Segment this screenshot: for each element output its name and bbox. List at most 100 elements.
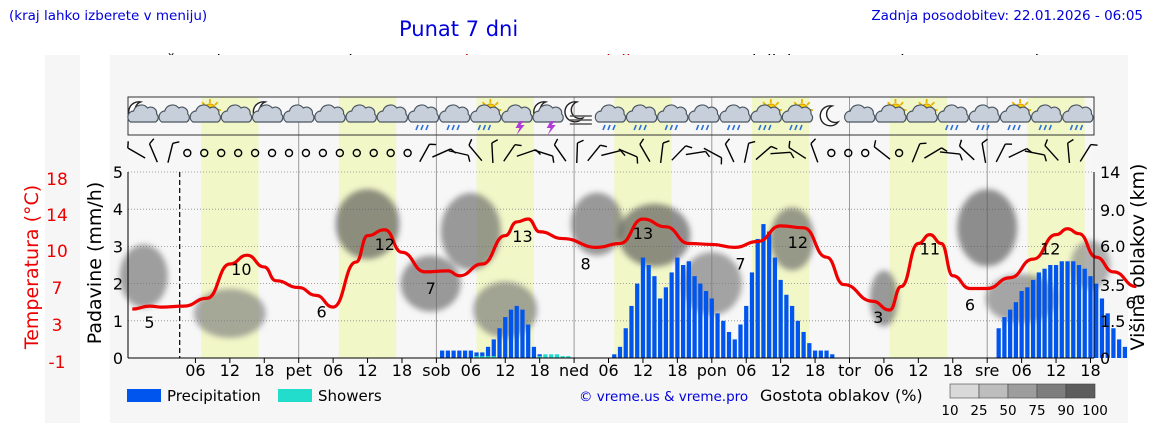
- x-tick-label: 18: [805, 361, 825, 380]
- cloud-density-swatch: [1007, 383, 1038, 399]
- location-hint[interactable]: (kraj lahko izberete v meniju): [9, 8, 208, 24]
- cloud-rain-icon: [688, 104, 720, 131]
- cloud-rain-icon: [594, 104, 627, 131]
- precipitation-bar: [652, 276, 657, 358]
- wind-staff: [491, 142, 494, 164]
- wind-staff: [127, 147, 146, 159]
- precipitation-bar: [744, 305, 749, 358]
- cloud-icon: [376, 104, 408, 123]
- wind-barb: [468, 138, 483, 162]
- shower-bar: [554, 354, 560, 358]
- precipitation-bar: [1036, 272, 1041, 358]
- rain-drop: [425, 124, 429, 131]
- precipitation-tick: 0: [113, 349, 123, 368]
- wind-staff: [1079, 144, 1092, 162]
- cloud-height-tick: 9.0: [1100, 201, 1125, 220]
- temperature-label: 3: [873, 308, 883, 327]
- sun-cloud-icon: [189, 99, 222, 123]
- wind-barb: [127, 141, 146, 159]
- wind-barb: [873, 140, 891, 160]
- wind-feather: [467, 155, 471, 162]
- wind-barb: [995, 143, 1013, 163]
- cloud-density-title: Gostota oblakov (%): [760, 386, 923, 405]
- cloud-shape: [438, 104, 471, 123]
- wind-feather: [636, 156, 639, 164]
- wind-barb: [148, 138, 158, 163]
- wind-barb: [1024, 150, 1047, 162]
- cloud-density: [119, 189, 1111, 338]
- rain-drop: [695, 124, 700, 131]
- cloud-shape: [220, 104, 253, 123]
- rain-drop: [607, 124, 611, 131]
- precipitation-bar: [612, 354, 617, 358]
- precipitation-bar: [669, 272, 674, 358]
- temperature-label: 6: [317, 302, 327, 321]
- sun-rain-icon: [999, 99, 1032, 131]
- x-tick-label: 18: [943, 361, 963, 380]
- wind-calm: [250, 148, 260, 158]
- shower-bar: [560, 356, 565, 358]
- wind-staff: [743, 143, 750, 163]
- cloud-shape: [937, 104, 969, 123]
- precipitation-bar: [715, 313, 720, 358]
- rain-drop: [482, 124, 487, 131]
- cloud-shape: [688, 104, 720, 123]
- cloud-icon: [844, 104, 876, 123]
- wind-feather: [600, 144, 608, 148]
- rain-drop: [1074, 124, 1079, 131]
- cloud-density-blob: [869, 270, 898, 327]
- wind-feather: [748, 140, 756, 144]
- cloud-shape: [314, 104, 346, 123]
- precipitation-bar: [514, 305, 519, 358]
- wind-barb: [1067, 138, 1074, 164]
- precipitation-bar: [485, 346, 491, 358]
- lightning-bolt: [546, 121, 556, 135]
- precipitation-bar: [790, 305, 795, 358]
- x-tick-label: 18: [1080, 361, 1100, 380]
- rain-drop: [789, 124, 793, 131]
- x-tick-label: 06: [185, 361, 205, 380]
- x-tick-label: 12: [770, 361, 790, 380]
- rain-drop: [986, 124, 990, 131]
- precipitation-legend-label: Precipitation: [167, 387, 261, 405]
- wind-calm: [267, 148, 277, 158]
- temperature-tick: 3: [52, 316, 63, 336]
- wind-calm: [301, 148, 311, 158]
- precipitation-bar: [491, 339, 496, 358]
- wind-calm: [403, 148, 412, 158]
- wind-staff: [873, 146, 891, 160]
- x-tick-label: pon: [697, 361, 727, 380]
- wind-feather: [148, 138, 155, 145]
- sun-ray: [494, 101, 499, 106]
- rain-drop: [1012, 124, 1016, 131]
- wind-feather: [553, 138, 559, 146]
- precipitation-bar: [1042, 268, 1047, 358]
- precipitation-bar: [709, 298, 714, 358]
- temperature-label: 12: [788, 233, 808, 252]
- cloud-density-blob: [618, 203, 691, 267]
- wind-staff: [618, 148, 638, 158]
- x-tick-label: 06: [874, 361, 894, 380]
- precipitation-bar: [451, 350, 456, 358]
- precipitation-bar: [503, 317, 508, 358]
- rain-drop: [638, 124, 642, 131]
- wind-staff: [911, 143, 921, 163]
- x-tick-label: 12: [357, 361, 377, 380]
- wind-calm: [284, 148, 294, 158]
- x-tick-label: 06: [1011, 361, 1031, 380]
- precipitation-bar: [1099, 298, 1105, 358]
- cloud-density-blob: [957, 189, 1018, 267]
- wind-barb: [448, 150, 471, 162]
- wind-barb: [639, 138, 651, 163]
- precipitation-bars: [440, 224, 1128, 358]
- temperature-tick: 10: [46, 242, 68, 262]
- wind-staff: [755, 145, 772, 161]
- precipitation-bar: [508, 309, 514, 358]
- sun-rain-icon: [781, 99, 814, 131]
- cloud-density-level: 75: [1028, 403, 1045, 419]
- precipitation-bar: [497, 328, 502, 358]
- cloud-density-level: 50: [999, 403, 1016, 419]
- cloud-shape: [470, 104, 502, 123]
- cloud-density-blob: [681, 252, 742, 316]
